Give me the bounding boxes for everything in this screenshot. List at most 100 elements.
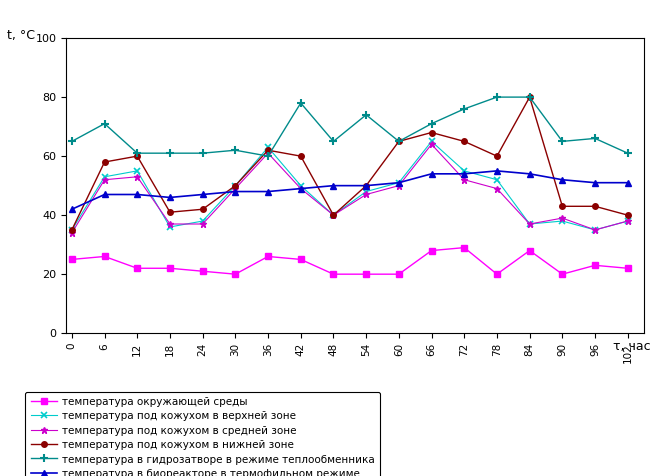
температура под кожухом в нижней зоне — [558, 203, 566, 209]
температура в биореакторе в термофильном режиме — [526, 171, 534, 177]
температура в биореакторе в термофильном режиме — [558, 177, 566, 183]
температура окружающей среды — [591, 262, 599, 268]
температура под кожухом в средней зоне — [68, 230, 76, 236]
температура окружающей среды — [362, 271, 370, 277]
температура под кожухом в средней зоне — [526, 221, 534, 227]
температура под кожухом в нижней зоне — [591, 203, 599, 209]
температура в биореакторе в термофильном режиме — [166, 195, 174, 200]
Line: температура под кожухом в средней зоне: температура под кожухом в средней зоне — [68, 141, 631, 236]
Line: температура под кожухом в верхней зоне: температура под кожухом в верхней зоне — [68, 138, 631, 233]
температура окружающей среды — [395, 271, 403, 277]
температура в гидрозатворе в режиме теплообменника — [623, 150, 631, 156]
температура под кожухом в средней зоне — [395, 183, 403, 188]
температура под кожухом в средней зоне — [100, 177, 108, 183]
температура в биореакторе в термофильном режиме — [329, 183, 337, 188]
температура в биореакторе в термофильном режиме — [395, 180, 403, 186]
температура в гидрозатворе в режиме теплообменника — [428, 121, 436, 127]
температура под кожухом в нижней зоне — [264, 148, 272, 153]
температура под кожухом в средней зоне — [493, 186, 501, 191]
температура под кожухом в нижней зоне — [362, 183, 370, 188]
температура под кожухом в нижней зоне — [623, 212, 631, 218]
Text: t, °C: t, °C — [7, 29, 35, 41]
температура окружающей среды — [493, 271, 501, 277]
температура в гидрозатворе в режиме теплообменника — [395, 139, 403, 144]
температура в биореакторе в термофильном режиме — [493, 168, 501, 174]
температура в биореакторе в термофильном режиме — [133, 192, 141, 198]
температура под кожухом в нижней зоне — [68, 227, 76, 233]
температура под кожухом в верхней зоне — [623, 218, 631, 224]
температура под кожухом в верхней зоне — [395, 180, 403, 186]
температура в биореакторе в термофильном режиме — [591, 180, 599, 186]
температура окружающей среды — [428, 248, 436, 253]
температура в гидрозатворе в режиме теплообменника — [362, 112, 370, 118]
температура под кожухом в нижней зоне — [329, 212, 337, 218]
температура в гидрозатворе в режиме теплообменника — [526, 94, 534, 100]
температура в биореакторе в термофильном режиме — [362, 183, 370, 188]
температура под кожухом в средней зоне — [362, 192, 370, 198]
температура в гидрозатворе в режиме теплообменника — [231, 148, 239, 153]
температура под кожухом в верхней зоне — [558, 218, 566, 224]
температура окружающей среды — [264, 254, 272, 259]
Legend: температура окружающей среды, температура под кожухом в верхней зоне, температур: температура окружающей среды, температур… — [25, 392, 380, 476]
температура под кожухом в средней зоне — [623, 218, 631, 224]
температура окружающей среды — [199, 268, 207, 274]
температура под кожухом в средней зоне — [591, 227, 599, 233]
температура в биореакторе в термофильном режиме — [68, 207, 76, 212]
температура под кожухом в средней зоне — [329, 212, 337, 218]
температура под кожухом в верхней зоне — [166, 224, 174, 230]
температура под кожухом в нижней зоне — [493, 153, 501, 159]
температура под кожухом в верхней зоне — [329, 212, 337, 218]
температура окружающей среды — [297, 257, 305, 262]
температура под кожухом в верхней зоне — [428, 139, 436, 144]
температура в биореакторе в термофильном режиме — [264, 188, 272, 194]
Line: температура под кожухом в нижней зоне: температура под кожухом в нижней зоне — [69, 94, 631, 233]
температура под кожухом в верхней зоне — [100, 174, 108, 179]
температура окружающей среды — [100, 254, 108, 259]
температура в гидрозатворе в режиме теплообменника — [297, 100, 305, 106]
температура под кожухом в нижней зоне — [100, 159, 108, 165]
температура в гидрозатворе в режиме теплообменника — [264, 153, 272, 159]
Line: температура в гидрозатворе в режиме теплообменника: температура в гидрозатворе в режиме тепл… — [68, 93, 632, 160]
температура в биореакторе в термофильном режиме — [460, 171, 468, 177]
температура под кожухом в верхней зоне — [297, 183, 305, 188]
температура под кожухом в нижней зоне — [166, 209, 174, 215]
температура под кожухом в верхней зоне — [133, 168, 141, 174]
температура под кожухом в средней зоне — [133, 174, 141, 179]
температура окружающей среды — [166, 266, 174, 271]
температура в гидрозатворе в режиме теплообменника — [591, 136, 599, 141]
температура в гидрозатворе в режиме теплообменника — [166, 150, 174, 156]
температура окружающей среды — [460, 245, 468, 250]
температура окружающей среды — [231, 271, 239, 277]
температура под кожухом в верхней зоне — [231, 183, 239, 188]
температура в биореакторе в термофильном режиме — [297, 186, 305, 191]
температура в биореакторе в термофильном режиме — [199, 192, 207, 198]
температура под кожухом в средней зоне — [166, 221, 174, 227]
Line: температура в биореакторе в термофильном режиме: температура в биореакторе в термофильном… — [68, 168, 631, 213]
температура под кожухом в нижней зоне — [199, 207, 207, 212]
температура под кожухом в нижней зоне — [133, 153, 141, 159]
температура под кожухом в средней зоне — [264, 150, 272, 156]
температура под кожухом в верхней зоне — [526, 221, 534, 227]
температура окружающей среды — [133, 266, 141, 271]
температура в гидрозатворе в режиме теплообменника — [199, 150, 207, 156]
температура под кожухом в средней зоне — [231, 186, 239, 191]
Line: температура окружающей среды: температура окружающей среды — [69, 245, 631, 277]
температура окружающей среды — [526, 248, 534, 253]
температура под кожухом в верхней зоне — [591, 227, 599, 233]
температура под кожухом в верхней зоне — [199, 218, 207, 224]
температура в гидрозатворе в режиме теплообменника — [558, 139, 566, 144]
температура в биореакторе в термофильном режиме — [231, 188, 239, 194]
температура окружающей среды — [558, 271, 566, 277]
Text: τ, час: τ, час — [613, 340, 651, 353]
температура окружающей среды — [329, 271, 337, 277]
температура под кожухом в нижней зоне — [297, 153, 305, 159]
температура под кожухом в нижней зоне — [460, 139, 468, 144]
температура под кожухом в нижней зоне — [395, 139, 403, 144]
температура под кожухом в верхней зоне — [264, 144, 272, 150]
температура в биореакторе в термофильном режиме — [428, 171, 436, 177]
температура под кожухом в нижней зоне — [526, 94, 534, 100]
температура под кожухом в средней зоне — [460, 177, 468, 183]
температура в гидрозатворе в режиме теплообменника — [133, 150, 141, 156]
температура под кожухом в верхней зоне — [460, 168, 468, 174]
температура под кожухом в средней зоне — [199, 221, 207, 227]
